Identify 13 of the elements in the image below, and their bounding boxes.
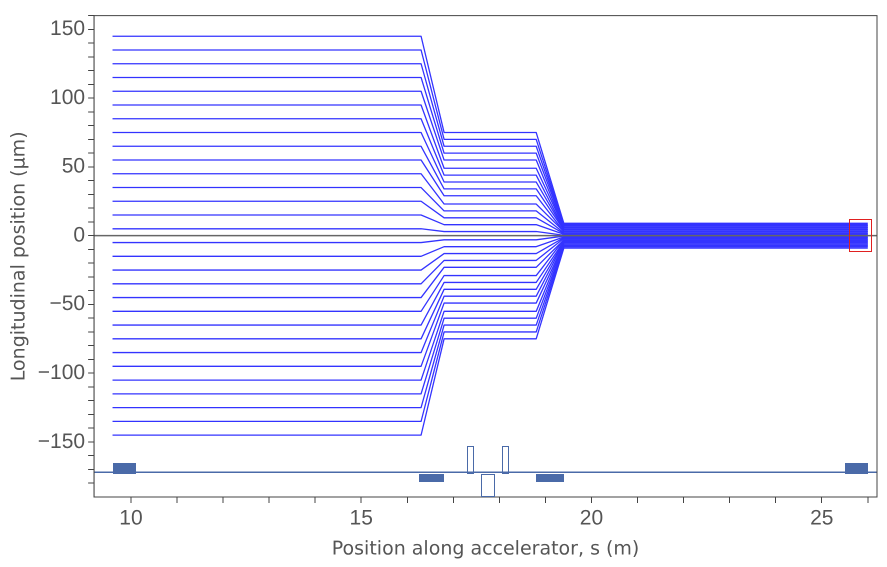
x-tick-label: 15 (350, 506, 373, 530)
x-tick-label: 25 (810, 506, 834, 530)
y-tick-label: 150 (50, 17, 86, 40)
y-tick-label: 0 (73, 223, 86, 246)
x-tick-label: 10 (119, 506, 143, 530)
x-tick-label: 20 (580, 506, 604, 530)
y-tick-label: −150 (38, 430, 86, 453)
y-tick-label: −100 (38, 361, 86, 384)
y-axis-title: Longitudinal position (μm) (7, 131, 30, 382)
y-tick-label: −50 (49, 292, 86, 316)
y-tick-label: 50 (62, 154, 86, 178)
y-tick-label: 100 (50, 86, 86, 109)
x-axis-title: Position along accelerator, s (m) (332, 538, 640, 560)
